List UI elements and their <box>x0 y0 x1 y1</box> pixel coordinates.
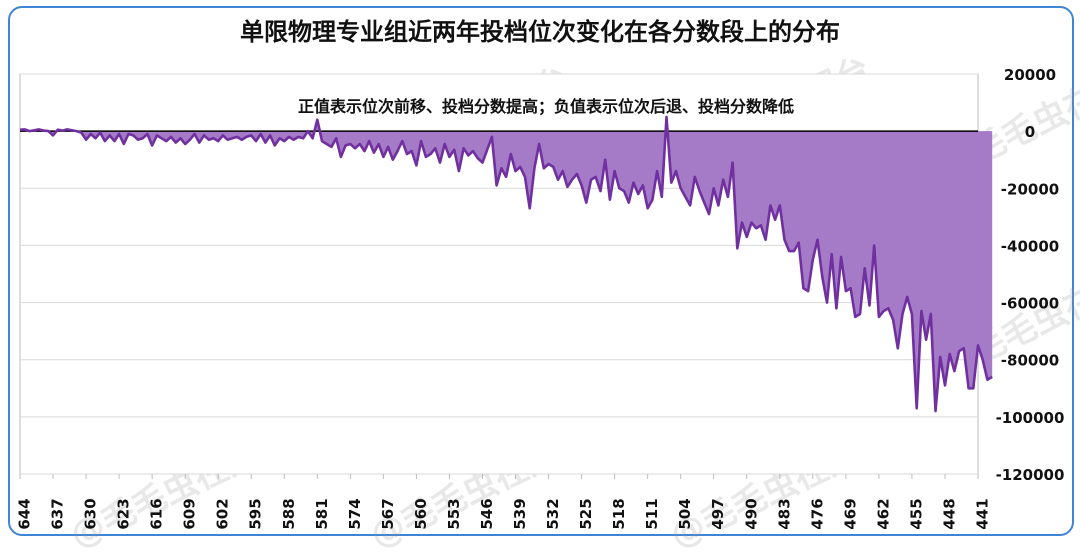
x-tick-label: 462 <box>874 498 892 529</box>
x-tick-label: 483 <box>775 498 793 529</box>
x-tick-label: 476 <box>808 498 826 529</box>
x-tick-label: 616 <box>148 498 166 529</box>
x-tick-label: 553 <box>445 498 463 529</box>
x-tick-label: 595 <box>247 498 265 529</box>
x-tick-label: 539 <box>511 498 529 529</box>
y-tick-label: -60000 <box>1001 295 1059 313</box>
x-tick-label: 630 <box>82 498 100 529</box>
y-tick-label: -100000 <box>996 409 1065 427</box>
x-tick-label: 504 <box>676 498 694 529</box>
area-fill <box>20 116 993 412</box>
y-tick-label: -20000 <box>1001 180 1059 198</box>
series-line <box>19 115 993 413</box>
x-tick-label: 511 <box>643 498 661 529</box>
x-tick-label: 546 <box>478 498 496 529</box>
x-tick-label: 518 <box>610 498 628 529</box>
x-tick-label: 623 <box>115 498 133 529</box>
x-tick-label: 602 <box>214 498 232 529</box>
y-tick-label: -40000 <box>1001 237 1059 255</box>
x-tick-label: 560 <box>412 498 430 529</box>
x-tick-label: 644 <box>16 498 34 529</box>
x-tick-label: 567 <box>379 498 397 529</box>
x-tick-label: 581 <box>313 498 331 529</box>
area-chart: 20000 0 -20000 -40000 -60000 -80000 -100000 -12… <box>16 66 1065 530</box>
x-tick-label: 525 <box>577 498 595 529</box>
x-tick-label: 490 <box>742 498 760 529</box>
x-tick-label: 574 <box>346 498 364 529</box>
chart-title: 单限物理专业组近两年投档位次变化在各分数段上的分布 <box>240 18 840 46</box>
x-tick-label: 455 <box>907 498 925 529</box>
chart-annotation: 正值表示位次前移、投档分数提高；负值表示位次后退、投档分数降低 <box>298 97 794 116</box>
y-tick-label: 20000 <box>1004 66 1056 84</box>
x-tick-label: 448 <box>940 498 958 529</box>
y-tick-label: -120000 <box>996 466 1065 484</box>
x-tick-label: 609 <box>181 498 199 529</box>
y-tick-label: 0 <box>1025 123 1035 141</box>
x-tick-label: 441 <box>974 498 992 529</box>
x-tick-label: 588 <box>280 498 298 529</box>
x-tick-label: 469 <box>841 498 859 529</box>
x-tick-label: 532 <box>544 498 562 529</box>
x-tick-label: 497 <box>709 498 727 529</box>
y-tick-label: -80000 <box>1001 352 1059 370</box>
x-tick-label: 637 <box>49 498 67 529</box>
